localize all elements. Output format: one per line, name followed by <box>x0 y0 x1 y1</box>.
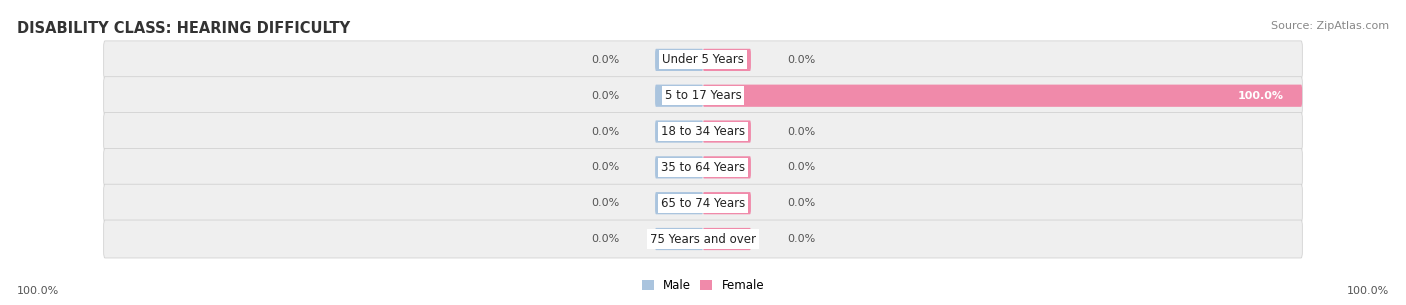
FancyBboxPatch shape <box>655 120 703 143</box>
Text: 100.0%: 100.0% <box>1239 91 1284 101</box>
Text: 100.0%: 100.0% <box>1347 286 1389 296</box>
FancyBboxPatch shape <box>703 49 751 71</box>
FancyBboxPatch shape <box>655 228 703 250</box>
Text: Under 5 Years: Under 5 Years <box>662 53 744 66</box>
FancyBboxPatch shape <box>104 220 1302 258</box>
Text: 0.0%: 0.0% <box>787 234 815 244</box>
FancyBboxPatch shape <box>703 84 1302 107</box>
FancyBboxPatch shape <box>655 84 703 107</box>
FancyBboxPatch shape <box>703 192 751 214</box>
Text: 5 to 17 Years: 5 to 17 Years <box>665 89 741 102</box>
Text: 0.0%: 0.0% <box>591 55 619 65</box>
FancyBboxPatch shape <box>104 113 1302 151</box>
Text: 0.0%: 0.0% <box>787 127 815 137</box>
FancyBboxPatch shape <box>104 184 1302 222</box>
Legend: Male, Female: Male, Female <box>637 274 769 297</box>
Text: 0.0%: 0.0% <box>591 198 619 208</box>
Text: DISABILITY CLASS: HEARING DIFFICULTY: DISABILITY CLASS: HEARING DIFFICULTY <box>17 21 350 36</box>
Text: 0.0%: 0.0% <box>591 234 619 244</box>
Text: 0.0%: 0.0% <box>591 162 619 172</box>
Text: 75 Years and over: 75 Years and over <box>650 232 756 246</box>
Text: 35 to 64 Years: 35 to 64 Years <box>661 161 745 174</box>
Text: 0.0%: 0.0% <box>787 198 815 208</box>
Text: Source: ZipAtlas.com: Source: ZipAtlas.com <box>1271 21 1389 31</box>
FancyBboxPatch shape <box>703 120 751 143</box>
Text: 0.0%: 0.0% <box>591 91 619 101</box>
FancyBboxPatch shape <box>104 148 1302 186</box>
Text: 100.0%: 100.0% <box>17 286 59 296</box>
FancyBboxPatch shape <box>655 156 703 178</box>
Text: 0.0%: 0.0% <box>591 127 619 137</box>
Text: 65 to 74 Years: 65 to 74 Years <box>661 197 745 210</box>
Text: 0.0%: 0.0% <box>787 162 815 172</box>
Text: 0.0%: 0.0% <box>787 55 815 65</box>
FancyBboxPatch shape <box>104 41 1302 79</box>
FancyBboxPatch shape <box>655 49 703 71</box>
FancyBboxPatch shape <box>703 156 751 178</box>
Text: 18 to 34 Years: 18 to 34 Years <box>661 125 745 138</box>
FancyBboxPatch shape <box>104 77 1302 115</box>
FancyBboxPatch shape <box>703 228 751 250</box>
FancyBboxPatch shape <box>655 192 703 214</box>
